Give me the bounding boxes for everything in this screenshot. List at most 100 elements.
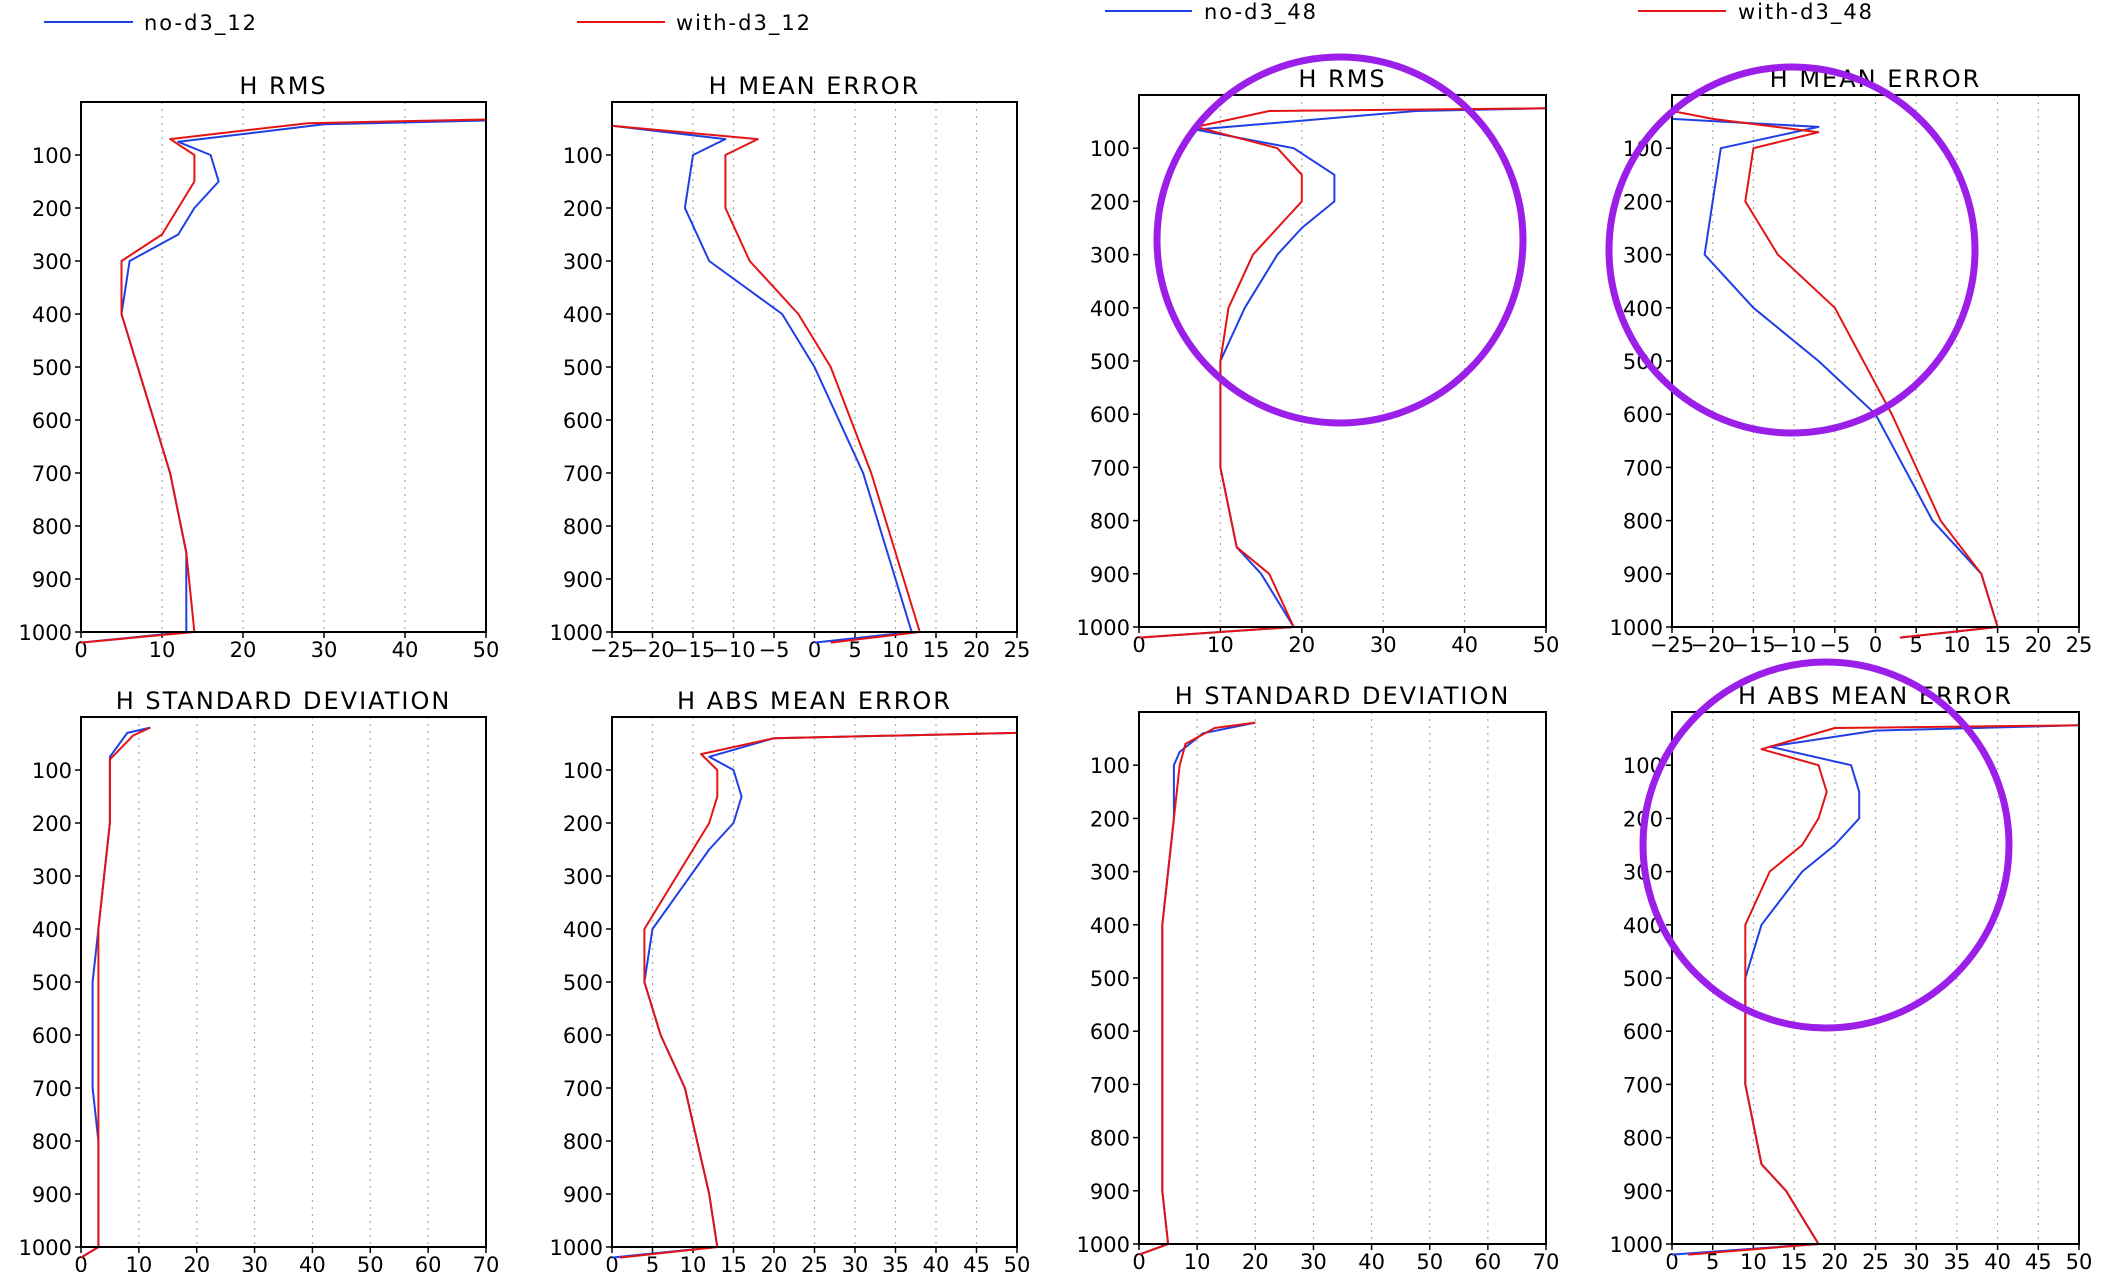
legend: no-d3_12 with-d3_12 no-d3_48 with-d3_48 — [44, 0, 1872, 36]
y-tick-label: 100 — [563, 144, 603, 168]
y-tick-label: 900 — [563, 1183, 603, 1207]
series-group — [612, 731, 1018, 1259]
x-tick-label: 5 — [1910, 633, 1923, 657]
panel-title: H STANDARD DEVIATION — [1175, 682, 1511, 710]
chart-panel: H RMS 0 10 20 30 40 50 100 200 300 400 500 600 700 800… — [19, 72, 500, 662]
y-tick-label: 400 — [563, 303, 603, 327]
y-tick-label: 300 — [1090, 861, 1130, 885]
y-tick-label: 800 — [563, 1130, 603, 1154]
y-tick-label: 300 — [32, 865, 72, 889]
y-tick-label: 1000 — [1077, 1233, 1130, 1257]
x-tick-label: 15 — [720, 1253, 747, 1272]
y-tick-label: 900 — [1090, 563, 1130, 587]
y-tick-label: 600 — [1090, 403, 1130, 427]
y-tick-label: 700 — [32, 1077, 72, 1101]
x-tick-label: −15 — [671, 638, 715, 662]
y-tick-label: 1000 — [1610, 616, 1663, 640]
x-tick-label: 0 — [1869, 633, 1882, 657]
x-tick-label: 30 — [1903, 1250, 1930, 1272]
x-tick-label: 20 — [2025, 633, 2052, 657]
highlight-circle — [1605, 63, 1979, 437]
plot-frame — [1671, 94, 2080, 628]
x-tick-label: 10 — [1944, 633, 1971, 657]
y-tick-label: 200 — [1090, 190, 1130, 214]
y-tick-label: 600 — [1623, 1020, 1663, 1044]
y-tick-label: 200 — [32, 812, 72, 836]
y-tick-label: 100 — [1090, 754, 1130, 778]
plot-frame — [1138, 94, 1547, 628]
x-tick-label: 70 — [473, 1253, 500, 1272]
x-tick-label: 5 — [646, 1253, 659, 1272]
x-tick-label: 10 — [1740, 1250, 1767, 1272]
y-tick-label: 400 — [1090, 914, 1130, 938]
series-line — [1139, 107, 1547, 639]
y-tick-label: 600 — [1090, 1020, 1130, 1044]
highlight-circle — [1639, 658, 2013, 1032]
y-tick-label: 500 — [1623, 967, 1663, 991]
x-tick-label: −15 — [1731, 633, 1775, 657]
x-tick-label: 20 — [1821, 1250, 1848, 1272]
series-line — [81, 726, 151, 1259]
legend-label: no-d3_12 — [144, 11, 258, 36]
y-tick-label: 800 — [32, 515, 72, 539]
x-tick-label: 0 — [74, 1253, 87, 1272]
y-tick-label: 400 — [32, 918, 72, 942]
series-line — [1672, 117, 1999, 639]
x-tick-label: 10 — [149, 638, 176, 662]
x-tick-label: 10 — [680, 1253, 707, 1272]
x-tick-label: 0 — [1132, 633, 1145, 657]
y-tick-label: 600 — [32, 1024, 72, 1048]
x-tick-label: 25 — [1004, 638, 1031, 662]
y-tick-label: 600 — [563, 409, 603, 433]
x-tick-label: −10 — [1772, 633, 1816, 657]
x-tick-label: 50 — [473, 638, 500, 662]
plot-frame — [1138, 711, 1547, 1245]
series-line — [1139, 107, 1547, 639]
y-tick-label: 500 — [1090, 350, 1130, 374]
x-tick-label: 20 — [761, 1253, 788, 1272]
y-tick-label: 200 — [1623, 190, 1663, 214]
series-group — [1672, 110, 1999, 639]
y-tick-label: 800 — [563, 515, 603, 539]
x-tick-label: 10 — [1207, 633, 1234, 657]
legend-label: no-d3_48 — [1204, 0, 1318, 25]
series-group — [1139, 721, 1256, 1256]
chart-panel: H MEAN ERROR −25−20−15−10 −5 0 5 10 15 20 25 100 2… — [550, 72, 1031, 662]
y-tick-label: 300 — [32, 250, 72, 274]
x-tick-label: 40 — [1451, 633, 1478, 657]
legend-item: no-d3_48 — [1105, 0, 1318, 25]
y-tick-label: 1000 — [1077, 616, 1130, 640]
y-tick-label: 100 — [32, 144, 72, 168]
x-tick-label: −10 — [711, 638, 755, 662]
y-tick-label: 500 — [563, 356, 603, 380]
x-tick-label: 5 — [848, 638, 861, 662]
x-tick-label: 20 — [1288, 633, 1315, 657]
plot-frame — [1671, 711, 2080, 1245]
x-tick-label: 5 — [1706, 1250, 1719, 1272]
panel-title: H STANDARD DEVIATION — [116, 687, 452, 715]
x-tick-label: 40 — [392, 638, 419, 662]
y-tick-label: 300 — [563, 250, 603, 274]
plot-frame — [611, 716, 1018, 1248]
y-tick-label: 400 — [32, 303, 72, 327]
y-tick-label: 300 — [1090, 244, 1130, 268]
y-tick-label: 800 — [1090, 1127, 1130, 1151]
panel-title: H MEAN ERROR — [709, 72, 921, 100]
y-tick-label: 900 — [1623, 1180, 1663, 1204]
x-tick-label: 40 — [923, 1253, 950, 1272]
y-tick-label: 700 — [1623, 1073, 1663, 1097]
y-tick-label: 700 — [1623, 456, 1663, 480]
y-tick-label: 200 — [563, 197, 603, 221]
x-tick-label: −25 — [590, 638, 634, 662]
series-line — [1672, 110, 1999, 639]
y-tick-label: 300 — [563, 865, 603, 889]
panel-title: H ABS MEAN ERROR — [1738, 682, 2013, 710]
x-tick-label: 50 — [1004, 1253, 1031, 1272]
x-tick-label: 20 — [230, 638, 257, 662]
y-tick-label: 1000 — [19, 1236, 72, 1260]
y-tick-label: 100 — [1090, 137, 1130, 161]
y-tick-label: 900 — [32, 1183, 72, 1207]
y-tick-label: 200 — [1090, 807, 1130, 831]
y-tick-label: 900 — [563, 568, 603, 592]
